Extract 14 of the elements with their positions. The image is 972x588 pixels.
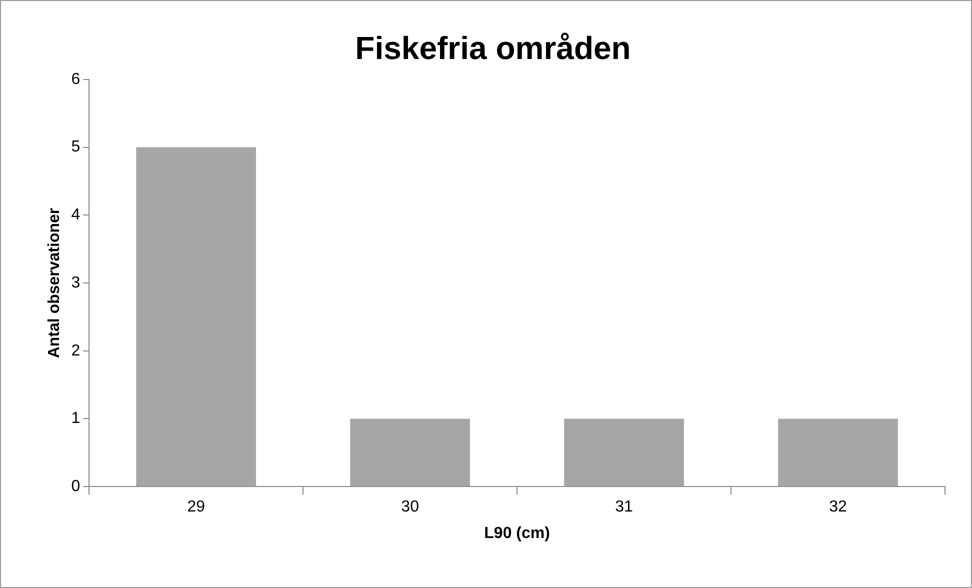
x-tick-label: 32: [829, 498, 848, 516]
y-tick-label: 0: [71, 478, 80, 496]
x-axis-title: L90 (cm): [484, 524, 550, 542]
y-axis-title: Antal observationer: [46, 208, 64, 358]
chart-title: Fiskefria områden: [355, 30, 631, 66]
y-tick-label: 6: [71, 70, 80, 88]
y-tick-label: 5: [71, 138, 80, 156]
y-tick-label: 3: [71, 274, 80, 292]
x-tick-label: 29: [187, 498, 206, 516]
y-tick-label: 2: [71, 342, 80, 360]
x-tick-label: 30: [401, 498, 420, 516]
y-tick-label: 4: [71, 206, 80, 224]
x-tick-label: 31: [615, 498, 634, 516]
y-tick-label: 1: [71, 410, 80, 428]
